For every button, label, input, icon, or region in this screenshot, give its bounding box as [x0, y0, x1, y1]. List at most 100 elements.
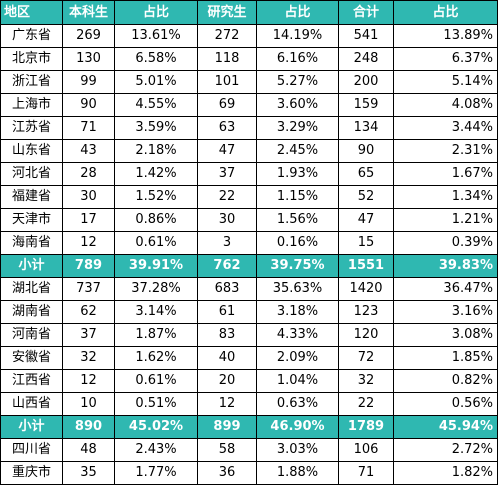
total-cell: 123: [338, 300, 394, 324]
postgrad-cell: 83: [197, 323, 257, 347]
region-cell: 江西省: [0, 369, 63, 393]
postgrad-ratio-cell: 1.93%: [256, 162, 339, 186]
table-row: 广东省 269 13.61% 272 14.19% 541 13.89%: [0, 24, 498, 48]
total-cell: 1420: [338, 277, 394, 301]
postgrad-ratio-cell: 35.63%: [256, 277, 339, 301]
total-ratio-cell: 0.39%: [393, 231, 498, 255]
region-cell: 山东省: [0, 139, 63, 163]
region-cell: 上海市: [0, 93, 63, 117]
undergrad-cell: 12: [62, 369, 115, 393]
table-row: 江苏省 71 3.59% 63 3.29% 134 3.44%: [0, 116, 498, 140]
table-row: 上海市 90 4.55% 69 3.60% 159 4.08%: [0, 93, 498, 117]
postgrad-ratio-cell: 1.04%: [256, 369, 339, 393]
undergrad-ratio-cell: 39.91%: [114, 254, 198, 278]
postgrad-ratio-cell: 6.16%: [256, 47, 339, 71]
total-ratio-cell: 0.82%: [393, 369, 498, 393]
undergrad-ratio-cell: 2.18%: [114, 139, 198, 163]
undergrad-cell: 10: [62, 392, 115, 416]
undergrad-cell: 890: [62, 415, 115, 439]
total-ratio-cell: 1.85%: [393, 346, 498, 370]
undergrad-ratio-cell: 3.59%: [114, 116, 198, 140]
total-cell: 22: [338, 392, 394, 416]
region-cell: 小计: [0, 254, 63, 278]
region-cell: 江苏省: [0, 116, 63, 140]
total-cell: 248: [338, 47, 394, 71]
undergrad-cell: 90: [62, 93, 115, 117]
undergrad-cell: 737: [62, 277, 115, 301]
undergrad-ratio-cell: 45.02%: [114, 415, 198, 439]
postgrad-ratio-cell: 2.09%: [256, 346, 339, 370]
postgrad-cell: 118: [197, 47, 257, 71]
subtotal-row: 小计 890 45.02% 899 46.90% 1789 45.94%: [0, 415, 498, 439]
postgrad-cell: 22: [197, 185, 257, 209]
region-cell: 河南省: [0, 323, 63, 347]
total-ratio-cell: 45.94%: [393, 415, 498, 439]
postgrad-cell: 683: [197, 277, 257, 301]
undergrad-ratio-cell: 5.01%: [114, 70, 198, 94]
postgrad-cell: 69: [197, 93, 257, 117]
undergrad-cell: 28: [62, 162, 115, 186]
total-cell: 541: [338, 24, 394, 48]
postgrad-ratio-cell: 1.88%: [256, 461, 339, 485]
header-postgrad: 研究生: [197, 0, 257, 25]
postgrad-cell: 37: [197, 162, 257, 186]
region-cell: 小计: [0, 415, 63, 439]
total-cell: 52: [338, 185, 394, 209]
postgrad-ratio-cell: 39.75%: [256, 254, 339, 278]
postgrad-ratio-cell: 3.18%: [256, 300, 339, 324]
region-cell: 安徽省: [0, 346, 63, 370]
undergrad-cell: 99: [62, 70, 115, 94]
header-region: 地区: [0, 0, 63, 25]
postgrad-cell: 63: [197, 116, 257, 140]
postgrad-cell: 20: [197, 369, 257, 393]
postgrad-ratio-cell: 14.19%: [256, 24, 339, 48]
table-row: 海南省 12 0.61% 3 0.16% 15 0.39%: [0, 231, 498, 255]
table-row: 河北省 28 1.42% 37 1.93% 65 1.67%: [0, 162, 498, 186]
postgrad-cell: 40: [197, 346, 257, 370]
total-ratio-cell: 39.83%: [393, 254, 498, 278]
total-ratio-cell: 1.67%: [393, 162, 498, 186]
total-cell: 120: [338, 323, 394, 347]
table-row: 江西省 12 0.61% 20 1.04% 32 0.82%: [0, 369, 498, 393]
postgrad-cell: 101: [197, 70, 257, 94]
postgrad-ratio-cell: 4.33%: [256, 323, 339, 347]
undergrad-ratio-cell: 1.77%: [114, 461, 198, 485]
table-body: 广东省 269 13.61% 272 14.19% 541 13.89% 北京市 130 6.58…: [0, 24, 498, 485]
postgrad-cell: 36: [197, 461, 257, 485]
undergrad-ratio-cell: 13.61%: [114, 24, 198, 48]
total-cell: 90: [338, 139, 394, 163]
undergrad-ratio-cell: 1.52%: [114, 185, 198, 209]
postgrad-ratio-cell: 1.15%: [256, 185, 339, 209]
undergrad-cell: 32: [62, 346, 115, 370]
total-cell: 71: [338, 461, 394, 485]
region-cell: 浙江省: [0, 70, 63, 94]
total-ratio-cell: 5.14%: [393, 70, 498, 94]
table-row: 山西省 10 0.51% 12 0.63% 22 0.56%: [0, 392, 498, 416]
undergrad-ratio-cell: 1.42%: [114, 162, 198, 186]
postgrad-cell: 61: [197, 300, 257, 324]
undergrad-cell: 71: [62, 116, 115, 140]
postgrad-cell: 3: [197, 231, 257, 255]
header-total: 合计: [338, 0, 394, 25]
total-ratio-cell: 1.34%: [393, 185, 498, 209]
total-cell: 159: [338, 93, 394, 117]
postgrad-cell: 47: [197, 139, 257, 163]
table-row: 安徽省 32 1.62% 40 2.09% 72 1.85%: [0, 346, 498, 370]
total-ratio-cell: 2.31%: [393, 139, 498, 163]
region-cell: 广东省: [0, 24, 63, 48]
undergrad-ratio-cell: 1.62%: [114, 346, 198, 370]
undergrad-ratio-cell: 0.61%: [114, 369, 198, 393]
total-ratio-cell: 6.37%: [393, 47, 498, 71]
region-cell: 北京市: [0, 47, 63, 71]
total-ratio-cell: 3.16%: [393, 300, 498, 324]
total-cell: 1789: [338, 415, 394, 439]
undergrad-cell: 269: [62, 24, 115, 48]
postgrad-ratio-cell: 3.29%: [256, 116, 339, 140]
header-undergrad: 本科生: [62, 0, 115, 25]
postgrad-ratio-cell: 2.45%: [256, 139, 339, 163]
undergrad-cell: 17: [62, 208, 115, 232]
undergrad-cell: 35: [62, 461, 115, 485]
table-row: 浙江省 99 5.01% 101 5.27% 200 5.14%: [0, 70, 498, 94]
total-cell: 15: [338, 231, 394, 255]
